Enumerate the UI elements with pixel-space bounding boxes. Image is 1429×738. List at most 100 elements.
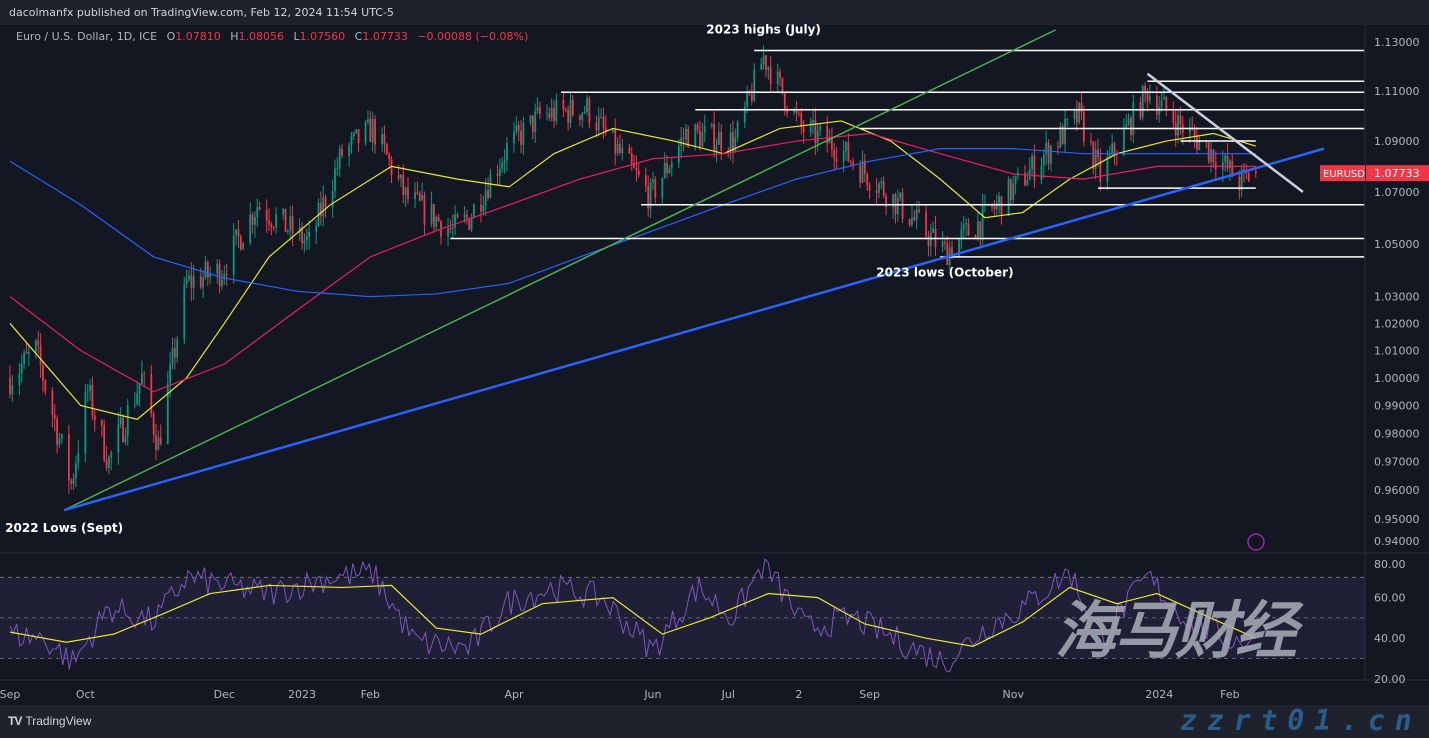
candle-up [110, 452, 113, 458]
candle-up [743, 106, 746, 123]
candle-up [1012, 183, 1015, 201]
tradingview-logo[interactable]: TV TradingView [8, 714, 91, 728]
candle-up [793, 110, 796, 113]
price-tick-label: 1.09000 [1374, 135, 1420, 148]
candle-up [515, 125, 518, 132]
candle-up [753, 69, 756, 101]
candle-up [962, 224, 965, 230]
candle-up [597, 117, 600, 131]
candle-up [108, 457, 110, 469]
candle-down [1254, 171, 1257, 174]
candle-up [717, 132, 720, 145]
candle-down [319, 202, 322, 217]
candle-up [192, 276, 195, 288]
candle-down [863, 160, 866, 174]
trendline [63, 29, 1056, 511]
candle-up [1040, 165, 1043, 180]
candle-down [465, 214, 468, 219]
time-tick-label: 2 [795, 688, 802, 701]
candle-up [355, 129, 358, 133]
candle-up [776, 71, 779, 85]
candle-up [414, 192, 416, 199]
price-tag-symbol-bg [1320, 165, 1365, 182]
candle-down [800, 113, 803, 128]
candle-up [364, 122, 367, 144]
candle-down [765, 55, 767, 70]
candle-down [1243, 169, 1245, 171]
candle-up [958, 238, 960, 257]
candle-up [126, 405, 129, 437]
candle-down [630, 153, 633, 164]
candle-up [249, 214, 252, 243]
candle-down [786, 109, 789, 113]
moving-average-line [9, 132, 1256, 393]
candle-up [734, 137, 737, 152]
time-tick-label: Jun [643, 688, 661, 701]
alert-lightning-icon [1247, 533, 1265, 551]
candle-down [251, 214, 254, 225]
candle-down [548, 113, 551, 118]
candle-down [487, 190, 489, 198]
candle-up [451, 227, 454, 229]
candle-down [93, 415, 96, 421]
candle-down [385, 144, 388, 155]
trendline [63, 147, 1325, 512]
candle-up [286, 230, 289, 232]
candle-up [550, 107, 553, 118]
candle-down [369, 118, 372, 142]
candle-up [322, 197, 325, 217]
candle-up [60, 434, 63, 439]
candle-up [140, 373, 143, 385]
candle-up [1123, 127, 1125, 155]
candle-down [423, 194, 426, 224]
candle-up [816, 130, 819, 144]
candle-down [268, 220, 270, 225]
time-tick-label: Nov [1002, 688, 1024, 701]
candle-down [1000, 196, 1003, 216]
candle-up [454, 214, 456, 228]
candle-down [284, 208, 287, 232]
candle-down [173, 347, 176, 358]
candle-up [124, 436, 127, 442]
candle-up [1073, 109, 1076, 119]
tradingview-logo-text: TradingView [25, 714, 92, 728]
candle-down [720, 132, 723, 151]
time-tick-label: Feb [361, 688, 380, 701]
open-label: O [166, 30, 176, 43]
candle-down [301, 227, 303, 244]
candle-down [562, 100, 565, 110]
candle-down [1009, 178, 1012, 201]
candle-up [157, 437, 160, 451]
candle-down [291, 216, 294, 234]
candle-up [84, 392, 87, 454]
candle-up [878, 183, 880, 193]
candle-up [1224, 155, 1227, 163]
candle-down [1061, 126, 1064, 145]
candle-up [684, 129, 687, 139]
candle-down [357, 129, 360, 144]
candle-down [190, 275, 193, 288]
candle-up [569, 99, 572, 123]
candle-up [1106, 156, 1109, 182]
candle-down [390, 159, 393, 176]
candle-up [670, 162, 673, 169]
candle-down [993, 206, 996, 209]
candle-down [1115, 154, 1118, 156]
candle-down [826, 125, 829, 144]
candle-up [694, 124, 697, 148]
candle-down [866, 173, 869, 186]
candle-up [185, 279, 188, 285]
candle-down [687, 129, 690, 148]
candle-up [352, 132, 355, 137]
candle-up [746, 91, 749, 107]
candle-down [433, 204, 435, 227]
candle-down [388, 154, 391, 160]
candle-up [188, 275, 190, 280]
candle-up [668, 168, 671, 174]
candle-down [122, 417, 124, 442]
candle-up [661, 177, 664, 198]
candle-down [1231, 160, 1234, 177]
candle-down [1080, 102, 1083, 112]
candle-up [911, 217, 913, 225]
